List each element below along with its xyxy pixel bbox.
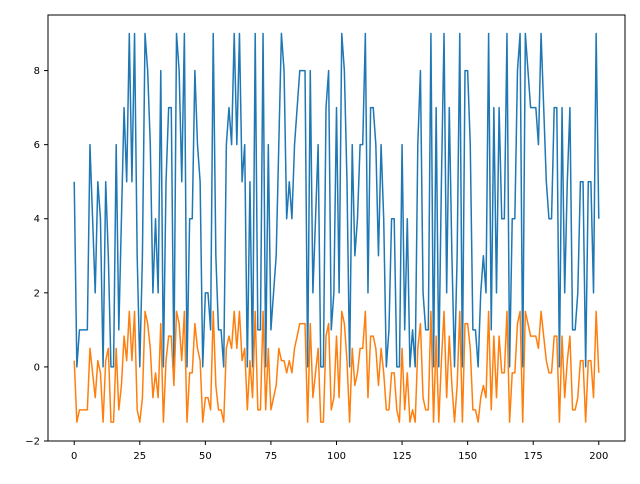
series-layer (73, 32, 600, 423)
y-tick-label: 6 (34, 140, 40, 151)
x-tick-label: 150 (458, 451, 477, 462)
y-tick-label: 2 (34, 288, 40, 299)
x-tick-label: 200 (589, 451, 608, 462)
y-axis: −2 0 2 4 6 8 (25, 66, 48, 448)
series-line-1 (73, 32, 600, 368)
x-axis: 0 25 50 75 100 125 150 175 200 (71, 441, 608, 462)
y-tick-label: 8 (34, 66, 40, 77)
x-tick-label: 0 (71, 451, 77, 462)
x-tick-label: 75 (265, 451, 278, 462)
series-line-2 (73, 310, 600, 423)
x-tick-label: 175 (524, 451, 543, 462)
x-tick-label: 100 (327, 451, 346, 462)
x-tick-label: 125 (393, 451, 412, 462)
y-tick-label: 0 (34, 362, 40, 373)
y-tick-label: 4 (34, 214, 40, 225)
y-tick-label: −2 (25, 437, 40, 448)
x-tick-label: 25 (133, 451, 146, 462)
x-tick-label: 50 (199, 451, 212, 462)
